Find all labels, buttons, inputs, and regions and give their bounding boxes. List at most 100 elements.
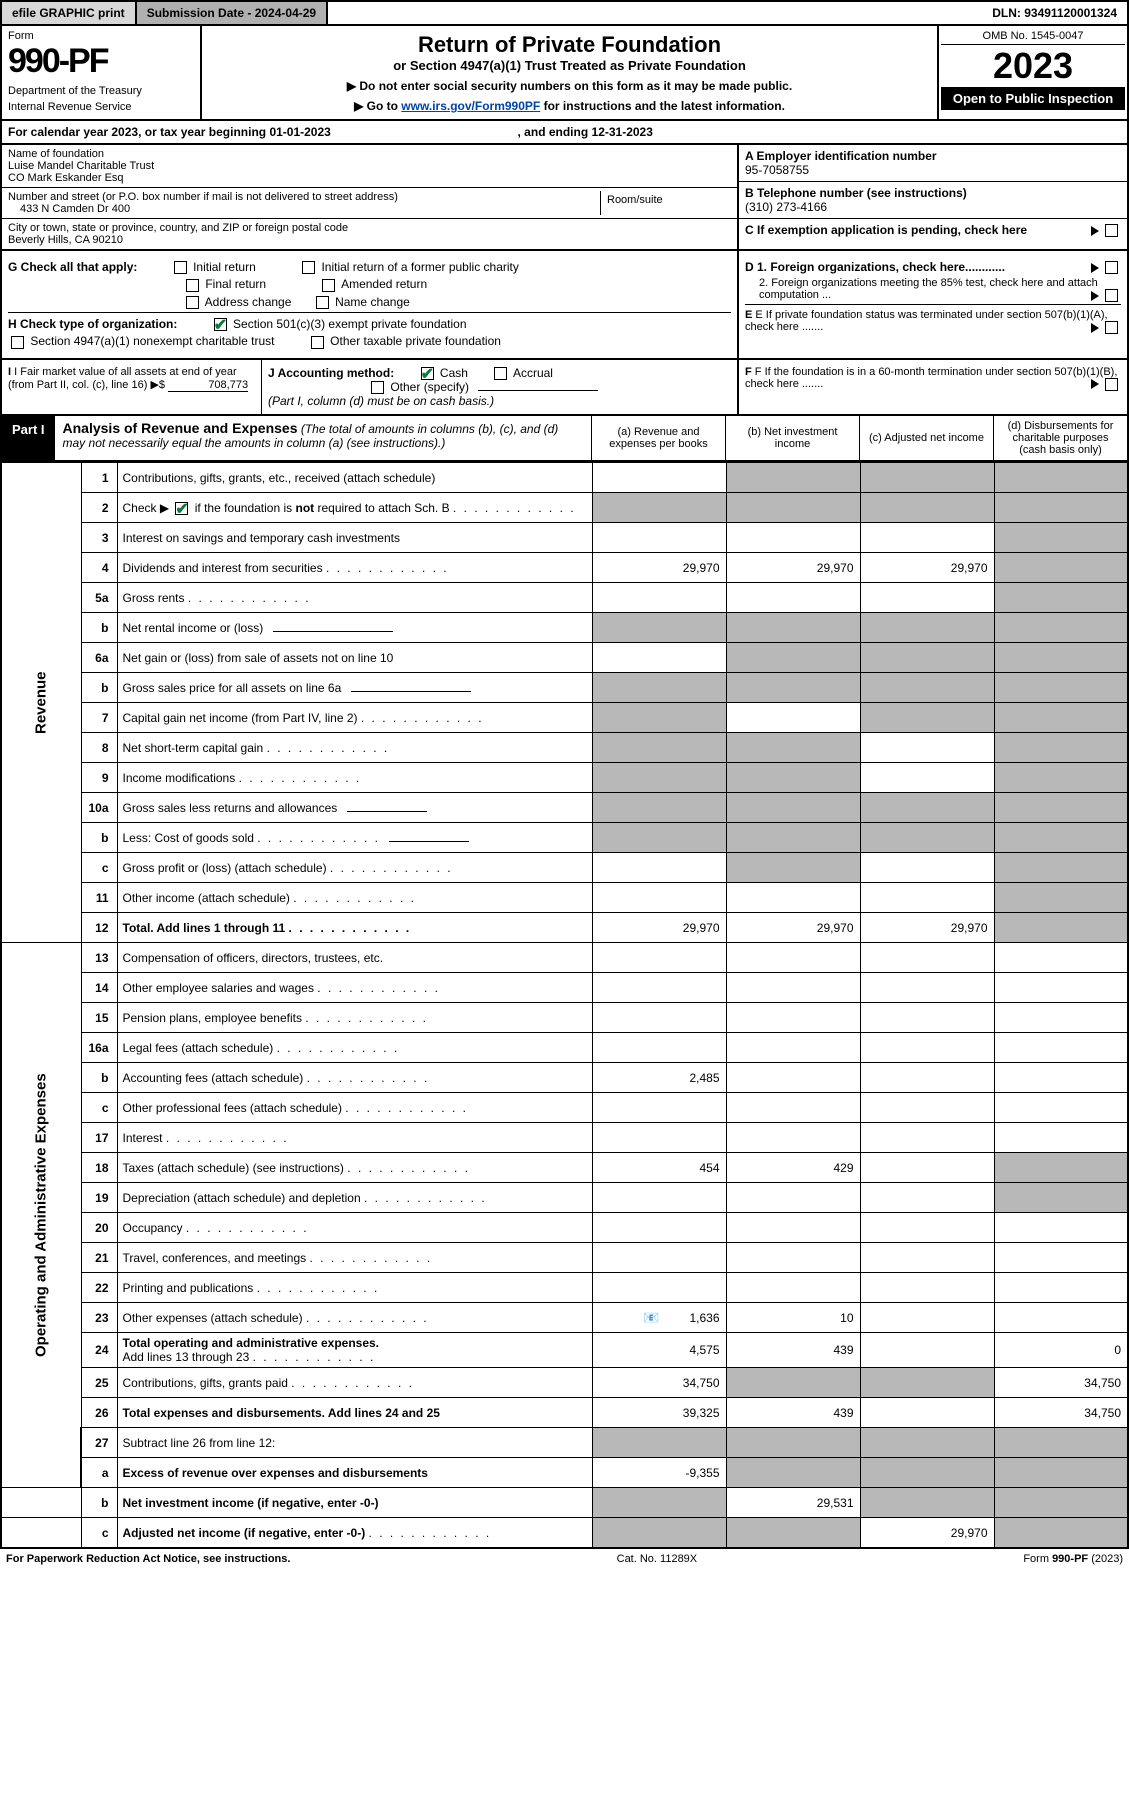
submission-date: Submission Date - 2024-04-29 bbox=[137, 2, 328, 24]
line-10b-desc: Less: Cost of goods sold bbox=[117, 823, 592, 853]
line-7-desc: Capital gain net income (from Part IV, l… bbox=[117, 703, 592, 733]
line-22-desc: Printing and publications bbox=[117, 1273, 592, 1303]
line-27c-desc: Adjusted net income (if negative, enter … bbox=[117, 1518, 592, 1548]
paperwork-notice: For Paperwork Reduction Act Notice, see … bbox=[6, 1553, 290, 1565]
line-20-desc: Occupancy bbox=[117, 1213, 592, 1243]
line-23-b: 10 bbox=[726, 1303, 860, 1333]
ein-label: A Employer identification number bbox=[745, 149, 1121, 163]
line-3-desc: Interest on savings and temporary cash i… bbox=[117, 523, 592, 553]
form990pf-link[interactable]: www.irs.gov/Form990PF bbox=[401, 99, 540, 113]
sch-b-checkbox[interactable] bbox=[175, 502, 188, 515]
address-change-label: Address change bbox=[205, 295, 292, 309]
initial-return-checkbox[interactable] bbox=[174, 261, 187, 274]
exemption-pending-label: C If exemption application is pending, c… bbox=[745, 223, 1027, 237]
accrual-checkbox[interactable] bbox=[494, 367, 507, 380]
arrow-icon bbox=[1091, 291, 1099, 301]
revenue-label: Revenue bbox=[1, 463, 81, 943]
addr-label: Number and street (or P.O. box number if… bbox=[8, 191, 600, 203]
detail-icon[interactable]: 📧 bbox=[643, 1310, 659, 1325]
tax-year: 2023 bbox=[941, 45, 1125, 87]
cash-checkbox[interactable] bbox=[421, 367, 434, 380]
fmv-value: 708,773 bbox=[168, 379, 248, 392]
form-ref: Form 990-PF (2023) bbox=[1023, 1553, 1123, 1565]
line-25-desc: Contributions, gifts, grants paid bbox=[117, 1368, 592, 1398]
cat-no: Cat. No. 11289X bbox=[617, 1553, 698, 1565]
omb-no: OMB No. 1545-0047 bbox=[941, 28, 1125, 45]
g-label: G Check all that apply: bbox=[8, 260, 137, 274]
room-suite-label: Room/suite bbox=[601, 191, 731, 215]
foreign-org-checkbox[interactable] bbox=[1105, 261, 1118, 274]
other-taxable-label: Other taxable private foundation bbox=[330, 334, 501, 348]
line-24-b: 439 bbox=[726, 1333, 860, 1368]
final-return-label: Final return bbox=[205, 277, 266, 291]
exemption-checkbox[interactable] bbox=[1105, 224, 1118, 237]
name-change-checkbox[interactable] bbox=[316, 296, 329, 309]
top-bar: efile GRAPHIC print Submission Date - 20… bbox=[0, 0, 1129, 26]
line-18-b: 429 bbox=[726, 1153, 860, 1183]
4947a1-checkbox[interactable] bbox=[11, 336, 24, 349]
line-12-c: 29,970 bbox=[860, 913, 994, 943]
street-address: 433 N Camden Dr 400 bbox=[8, 203, 600, 215]
col-b-header: (b) Net investment income bbox=[725, 416, 859, 460]
part1-label: Part I bbox=[2, 416, 55, 460]
line-8-desc: Net short-term capital gain bbox=[117, 733, 592, 763]
4947a1-label: Section 4947(a)(1) nonexempt charitable … bbox=[30, 334, 274, 348]
arrow-icon bbox=[1091, 263, 1099, 273]
line-26-desc: Total expenses and disbursements. Add li… bbox=[117, 1398, 592, 1428]
arrow-icon bbox=[1091, 379, 1099, 389]
col-a-header: (a) Revenue and expenses per books bbox=[591, 416, 725, 460]
name-label: Name of foundation bbox=[8, 148, 731, 160]
name-change-label: Name change bbox=[335, 295, 410, 309]
initial-return-label: Initial return bbox=[193, 260, 256, 274]
line-26-d: 34,750 bbox=[994, 1398, 1128, 1428]
expenses-label: Operating and Administrative Expenses bbox=[1, 943, 81, 1488]
address-change-checkbox[interactable] bbox=[186, 296, 199, 309]
line-4-b: 29,970 bbox=[726, 553, 860, 583]
line-11-desc: Other income (attach schedule) bbox=[117, 883, 592, 913]
line-12-a: 29,970 bbox=[592, 913, 726, 943]
amended-return-checkbox[interactable] bbox=[322, 279, 335, 292]
line-18-desc: Taxes (attach schedule) (see instruction… bbox=[117, 1153, 592, 1183]
line-10c-desc: Gross profit or (loss) (attach schedule) bbox=[117, 853, 592, 883]
terminated-checkbox[interactable] bbox=[1105, 321, 1118, 334]
line-21-desc: Travel, conferences, and meetings bbox=[117, 1243, 592, 1273]
other-taxable-checkbox[interactable] bbox=[311, 336, 324, 349]
line-18-a: 454 bbox=[592, 1153, 726, 1183]
501c3-checkbox[interactable] bbox=[214, 318, 227, 331]
line-27-desc: Subtract line 26 from line 12: bbox=[117, 1428, 592, 1458]
phone-value: (310) 273-4166 bbox=[745, 200, 1121, 214]
501c3-label: Section 501(c)(3) exempt private foundat… bbox=[233, 317, 466, 331]
line-14-desc: Other employee salaries and wages bbox=[117, 973, 592, 1003]
former-charity-checkbox[interactable] bbox=[302, 261, 315, 274]
line-16b-a: 2,485 bbox=[592, 1063, 726, 1093]
city-label: City or town, state or province, country… bbox=[8, 222, 731, 234]
calendar-year: For calendar year 2023, or tax year begi… bbox=[0, 121, 1129, 145]
line-5a-desc: Gross rents bbox=[117, 583, 592, 613]
60month-checkbox[interactable] bbox=[1105, 378, 1118, 391]
f-label: F If the foundation is in a 60-month ter… bbox=[745, 366, 1117, 390]
arrow-icon bbox=[1091, 323, 1099, 333]
line-4-desc: Dividends and interest from securities bbox=[117, 553, 592, 583]
form-label: Form bbox=[8, 30, 194, 42]
line-10a-desc: Gross sales less returns and allowances bbox=[117, 793, 592, 823]
line-6a-desc: Net gain or (loss) from sale of assets n… bbox=[117, 643, 592, 673]
dln: DLN: 93491120001324 bbox=[982, 2, 1127, 24]
line-5b-desc: Net rental income or (loss) bbox=[117, 613, 592, 643]
col-d-header: (d) Disbursements for charitable purpose… bbox=[993, 416, 1127, 460]
analysis-table: Revenue 1Contributions, gifts, grants, e… bbox=[0, 462, 1129, 1549]
line-25-a: 34,750 bbox=[592, 1368, 726, 1398]
other-method-checkbox[interactable] bbox=[371, 381, 384, 394]
former-charity-label: Initial return of a former public charit… bbox=[321, 260, 518, 274]
form-note1: ▶ Do not enter social security numbers o… bbox=[208, 79, 931, 93]
accrual-label: Accrual bbox=[513, 366, 553, 380]
line-2-desc: Check ▶ if the foundation is not require… bbox=[117, 493, 592, 523]
final-return-checkbox[interactable] bbox=[186, 279, 199, 292]
form-footer: For Paperwork Reduction Act Notice, see … bbox=[0, 1549, 1129, 1569]
line-26-b: 439 bbox=[726, 1398, 860, 1428]
line-13-desc: Compensation of officers, directors, tru… bbox=[117, 943, 592, 973]
efile-print-button[interactable]: efile GRAPHIC print bbox=[2, 2, 137, 24]
line-19-desc: Depreciation (attach schedule) and deple… bbox=[117, 1183, 592, 1213]
foreign-85-checkbox[interactable] bbox=[1105, 289, 1118, 302]
foundation-name-1: Luise Mandel Charitable Trust bbox=[8, 160, 731, 172]
d2-label: 2. Foreign organizations meeting the 85%… bbox=[759, 277, 1098, 301]
